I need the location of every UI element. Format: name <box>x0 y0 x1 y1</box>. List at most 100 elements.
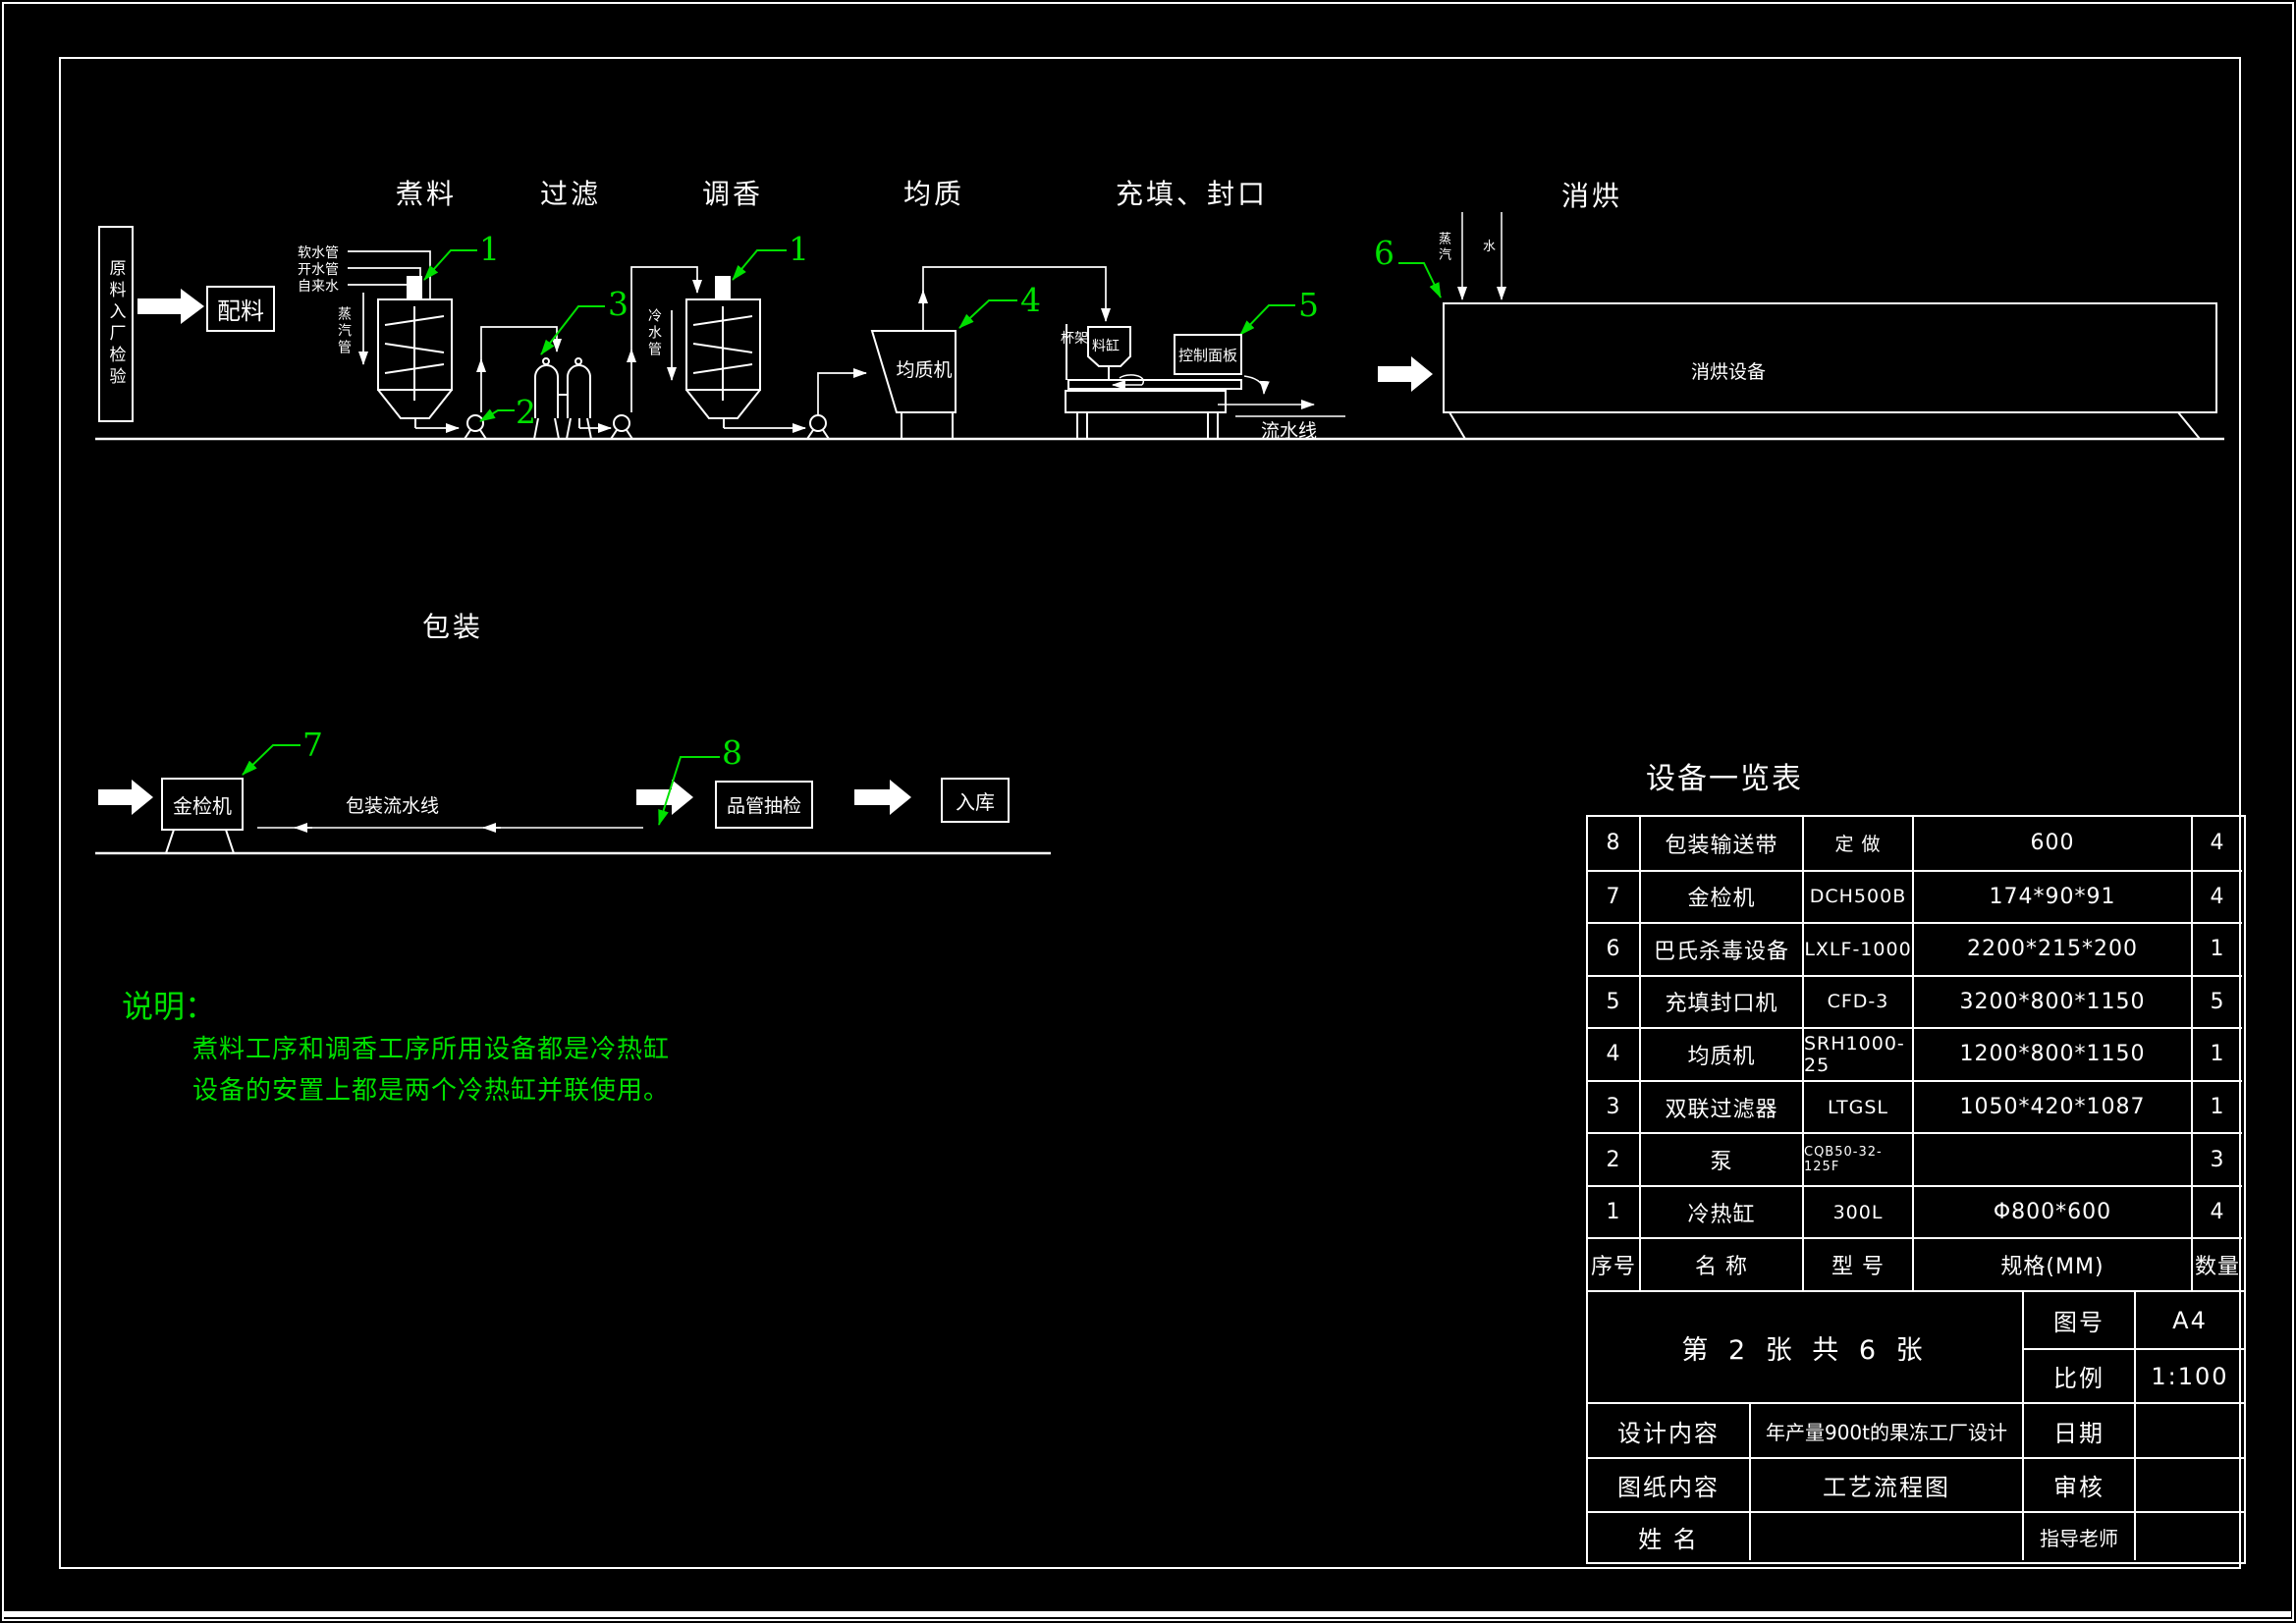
callout-1-flavor-tank: 1 <box>789 230 809 268</box>
table-cell: 3 <box>2191 1132 2242 1185</box>
table-cell: 泵 <box>1639 1132 1802 1185</box>
stage-label-flavor: 调香 <box>702 178 764 210</box>
steam-label: 蒸汽 <box>1436 232 1450 263</box>
notes-heading: 说明： <box>122 988 217 1025</box>
stage-label-fill-seal: 充填、封口 <box>1116 178 1269 210</box>
table-cell: SRH1000-25 <box>1802 1027 1912 1080</box>
ground-lines <box>95 437 2224 855</box>
table-cell: 6 <box>1588 922 1639 975</box>
table-cell: 300L <box>1802 1184 1912 1238</box>
table-cell: 5 <box>1588 974 1639 1028</box>
title-block: 第 2 张 共 6 张 图号 A4 比例 1:100 设计内容 年产量900t的… <box>1586 1292 2246 1564</box>
table-cell: 2200*215*200 <box>1912 922 2191 975</box>
sheet-number-info: 第 2 张 共 6 张 <box>1681 1334 1929 1366</box>
table-cell: 3200*800*1150 <box>1912 974 2191 1028</box>
callout-6-pasteurizer: 6 <box>1374 234 1394 272</box>
outer-border-bottom-thick <box>3 1611 2291 1617</box>
metal-detector-box: 金检机 <box>161 778 244 831</box>
table-cell: 1050*420*1087 <box>1912 1079 2191 1133</box>
stage-label-package: 包装 <box>422 611 484 643</box>
callout-1-cook-tank: 1 <box>479 230 500 268</box>
inner-border <box>59 57 2241 1569</box>
flow-line-label: 流水线 <box>1261 420 1318 442</box>
stage-label-pasteurize: 消烘 <box>1561 180 1623 212</box>
callout-5-filler: 5 <box>1298 286 1319 324</box>
name-value <box>1749 1511 2022 1560</box>
table-header-cell: 序号 <box>1588 1237 1639 1290</box>
raw-material-inspection-box: 原料入厂检验 <box>98 226 134 422</box>
soft-water-pipe-label: 软水管 <box>298 245 339 261</box>
table-cell: 7 <box>1588 869 1639 923</box>
equipment-table-title: 设备一览表 <box>1646 762 1803 796</box>
callout-4-homogenizer: 4 <box>1020 281 1041 319</box>
table-cell: 1 <box>2191 922 2242 975</box>
table-cell <box>1912 1132 2191 1185</box>
stage-label-homogenize: 均质 <box>903 178 965 210</box>
table-cell: 1 <box>2191 1027 2242 1080</box>
table-cell: 金检机 <box>1639 869 1802 923</box>
piping <box>257 250 1111 833</box>
qc-sampling-label: 品管抽检 <box>726 795 801 817</box>
table-cell: CFD-3 <box>1802 974 1912 1028</box>
steam-pipe-label: 蒸汽管 <box>336 306 352 356</box>
duplex-filter <box>533 357 592 440</box>
table-cell: LXLF-1000 <box>1802 922 1912 975</box>
table-cell: 1 <box>1588 1184 1639 1238</box>
table-cell: 1200*800*1150 <box>1912 1027 2191 1080</box>
table-cell: 充填封口机 <box>1639 974 1802 1028</box>
control-panel-label: 控制面板 <box>1177 346 1237 364</box>
table-cell: LTGSL <box>1802 1079 1912 1133</box>
table-cell: 包装输送带 <box>1639 817 1802 870</box>
stage-label-filter: 过滤 <box>540 178 602 210</box>
callout-8-conveyor: 8 <box>722 733 742 772</box>
raw-material-inspection-label: 原料入厂检验 <box>105 259 126 389</box>
scale-label: 比例 <box>2022 1348 2134 1402</box>
advisor-label: 指导老师 <box>2022 1511 2134 1560</box>
metal-detector-legs <box>165 826 235 854</box>
table-cell: Φ800*600 <box>1912 1184 2191 1238</box>
equipment-table: 8 包装输送带 定 做 600 4 7 金检机 DCH500B 174*90*9… <box>1586 815 2246 1292</box>
table-cell: 600 <box>1912 817 2191 870</box>
table-cell: 8 <box>1606 831 1621 856</box>
table-cell: CQB50-32-125F <box>1802 1132 1912 1185</box>
water-label: 水 <box>1483 240 1497 254</box>
table-cell: 174*90*91 <box>1912 869 2191 923</box>
name-label: 姓 名 <box>1588 1511 1749 1560</box>
table-cell: 2 <box>1588 1132 1639 1185</box>
table-cell: 4 <box>1588 1027 1639 1080</box>
block-flow-arrows <box>98 289 1433 815</box>
table-header-cell: 数量 <box>2191 1237 2242 1290</box>
boiled-water-pipe-label: 开水管 <box>298 262 339 278</box>
design-content-value: 年产量900t的果冻工厂设计 <box>1749 1402 2022 1457</box>
review-label: 审核 <box>2022 1457 2134 1511</box>
cup-rack-label: 杯架 <box>1061 331 1088 347</box>
table-cell: 均质机 <box>1639 1027 1802 1080</box>
stage-label-cook: 煮料 <box>396 178 458 210</box>
table-cell: 巴氏杀毒设备 <box>1639 922 1802 975</box>
table-cell: 5 <box>2191 974 2242 1028</box>
metal-detector-label: 金检机 <box>173 793 232 818</box>
homogenizer-label: 均质机 <box>896 359 953 381</box>
callout-7-metal-detector: 7 <box>302 726 323 764</box>
date-label: 日期 <box>2022 1402 2134 1457</box>
table-cell: 4 <box>2191 817 2242 870</box>
pump-symbols <box>462 414 832 440</box>
control-panel-box: 控制面板 <box>1174 334 1242 375</box>
table-cell: 双联过滤器 <box>1639 1079 1802 1133</box>
table-cell: 4 <box>2191 869 2242 923</box>
table-cell: 3 <box>1588 1079 1639 1133</box>
callout-2-pump: 2 <box>516 393 536 431</box>
table-header-cell: 规格(MM) <box>1912 1237 2191 1290</box>
drawing-no-value: A4 <box>2134 1292 2244 1348</box>
drawing-content-value: 工艺流程图 <box>1749 1457 2022 1511</box>
table-cell: 冷热缸 <box>1639 1184 1802 1238</box>
pasteurizer-label: 消烘设备 <box>1691 361 1767 383</box>
table-cell: 1 <box>2191 1079 2242 1133</box>
warehouse-box: 入库 <box>941 778 1010 823</box>
table-header-cell: 型 号 <box>1802 1237 1912 1290</box>
flavoring-tank <box>685 276 761 428</box>
advisor-value <box>2134 1511 2244 1560</box>
notes-line-2: 设备的安置上都是两个冷热缸并联使用。 <box>192 1076 671 1106</box>
